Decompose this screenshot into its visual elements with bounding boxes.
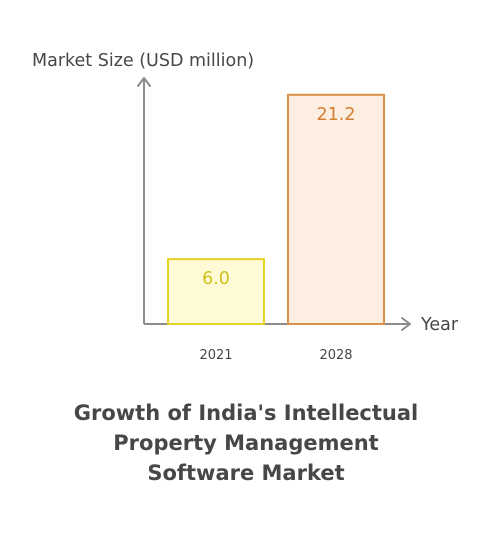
chart-title: Growth of India's Intellectual Property … bbox=[73, 401, 419, 485]
bar-value-label-2021: 6.0 bbox=[202, 269, 230, 289]
bar-2021 bbox=[167, 258, 265, 325]
x-tick-label-2028: 2028 bbox=[319, 348, 352, 363]
y-axis-label: Market Size (USD million) bbox=[32, 51, 254, 71]
bar-value-label-2028: 21.2 bbox=[317, 105, 356, 125]
x-axis-label: Year bbox=[420, 315, 459, 335]
y-axis-arrow-icon bbox=[137, 77, 151, 87]
x-axis-arrow-icon bbox=[401, 317, 411, 331]
bars-group: 6.0 2021 21.2 2028 bbox=[167, 93, 385, 363]
x-tick-label-2021: 2021 bbox=[199, 348, 232, 363]
bar-2028 bbox=[287, 93, 385, 326]
